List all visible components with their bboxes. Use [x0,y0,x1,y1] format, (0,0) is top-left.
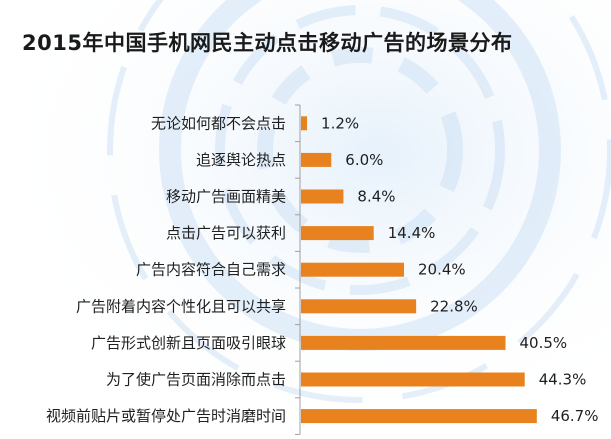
category-label: 为了使广告页面消除而点击 [106,371,286,389]
bar [301,226,374,241]
chart-title: 2015年中国手机网民主动点击移动广告的场景分布 [22,31,513,55]
category-label: 移动广告画面精美 [166,188,286,206]
data-label: 14.4% [388,224,436,242]
category-label: 广告内容符合自己需求 [136,261,286,279]
data-label: 8.4% [357,188,395,206]
bar [301,262,405,277]
bar [301,152,332,167]
bar [301,299,417,314]
category-label: 广告形式创新且页面吸引眼球 [91,334,286,352]
category-label: 点击广告可以获利 [166,224,286,242]
category-label: 无论如何都不会点击 [151,114,286,132]
data-label: 20.4% [418,261,466,279]
data-label: 1.2% [321,114,359,132]
bar [301,372,525,387]
category-label: 追逐舆论热点 [196,151,286,169]
bar [301,409,537,424]
data-label: 44.3% [539,371,587,389]
bar [301,335,506,350]
category-label: 广告附着内容个性化且可以共享 [76,297,286,315]
category-label: 视频前贴片或暂停处广告时消磨时间 [46,407,286,425]
data-label: 46.7% [551,407,599,425]
bar [301,189,344,204]
data-label: 40.5% [520,334,568,352]
data-label: 22.8% [430,297,478,315]
data-label: 6.0% [345,151,383,169]
bar [301,116,308,131]
